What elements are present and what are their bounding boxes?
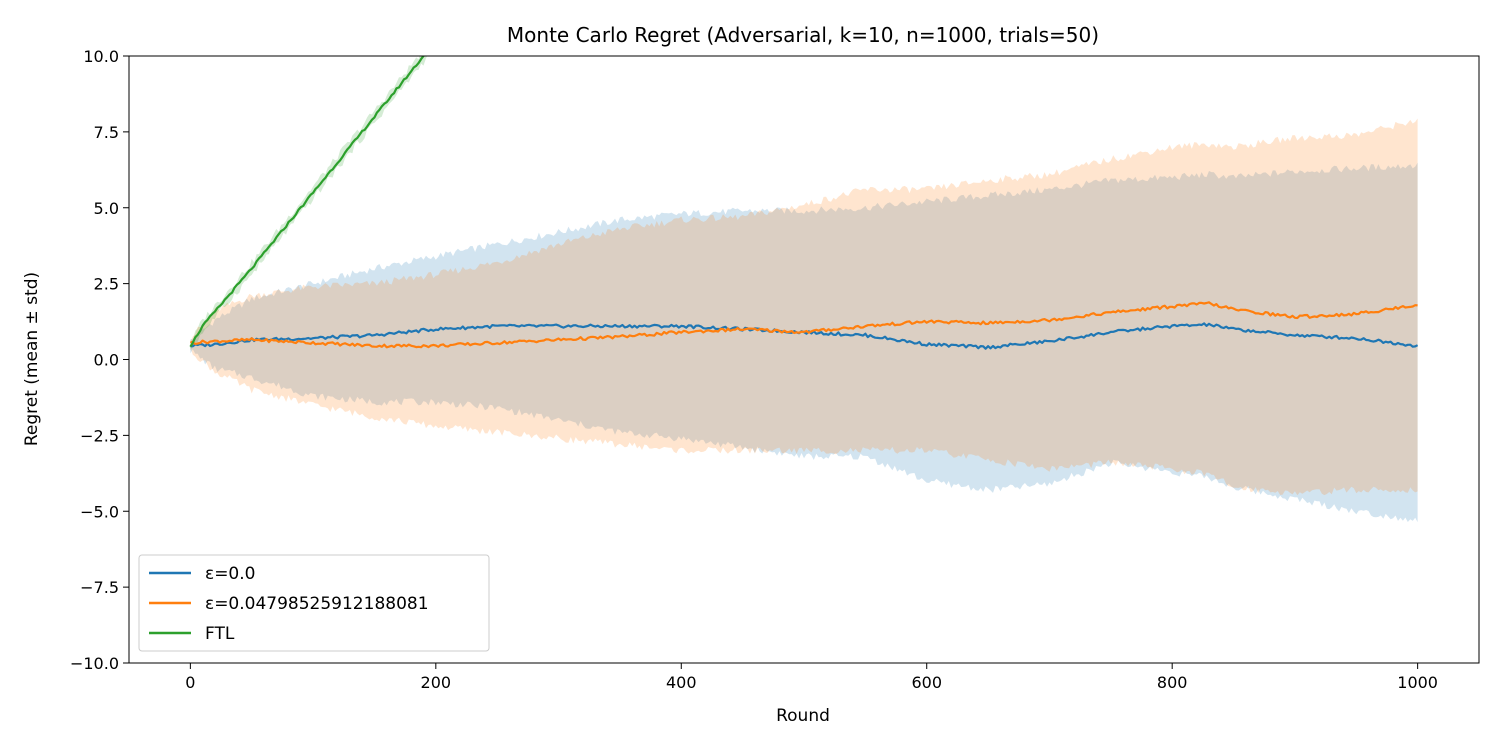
std-bands [190,56,1418,523]
y-axis: −10.0 −7.5 −5.0 −2.5 0.0 2.5 5.0 7.5 10.0 [70,47,129,673]
x-tick-label: 200 [421,673,452,692]
x-tick-label: 800 [1157,673,1188,692]
series-line-1 [190,301,1418,349]
std-band-0 [190,162,1418,523]
mean-lines [189,56,1419,350]
x-axis: 0 200 400 600 800 1000 [185,663,1438,692]
y-tick-label: −7.5 [80,578,119,597]
x-tick-label: 600 [911,673,942,692]
x-axis-label: Round [776,706,830,726]
legend-label-0: ε=0.0 [205,564,255,584]
chart-title: Monte Carlo Regret (Adversarial, k=10, n… [507,23,1099,47]
y-tick-label: −2.5 [80,426,119,445]
legend-label-2: FTL [205,624,235,644]
y-tick-label: 0.0 [94,351,119,370]
x-tick-label: 0 [185,673,195,692]
y-tick-label: −10.0 [70,654,119,673]
x-tick-label: 400 [666,673,697,692]
legend-label-1: ε=0.04798525912188081 [205,594,429,614]
legend: ε=0.0 ε=0.04798525912188081 FTL [138,554,490,652]
y-tick-label: 5.0 [94,199,119,218]
y-tick-label: −5.0 [80,502,119,521]
x-tick-label: 1000 [1397,673,1438,692]
y-tick-label: 10.0 [83,47,119,66]
y-tick-label: 2.5 [94,275,119,294]
y-axis-label: Regret (mean ± std) [22,272,42,446]
legend-box [138,554,490,652]
std-band-1 [190,118,1418,496]
std-band-2 [190,56,428,351]
series-line-2 [189,56,426,348]
y-tick-label: 7.5 [94,123,119,142]
